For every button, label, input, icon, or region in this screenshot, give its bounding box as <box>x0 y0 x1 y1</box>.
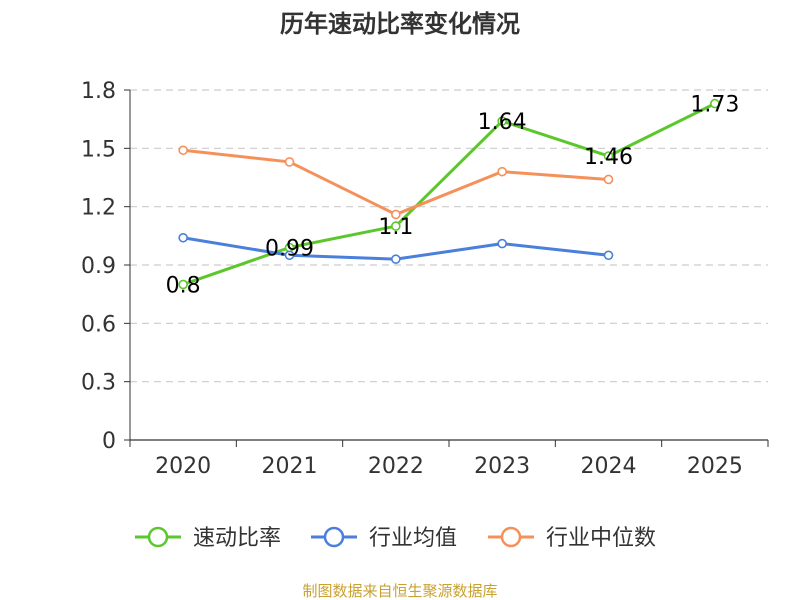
data-label: 1.1 <box>378 215 413 240</box>
series <box>178 98 720 290</box>
x-tick-label: 2021 <box>262 454 318 479</box>
data-point[interactable] <box>284 157 295 167</box>
grid <box>130 89 768 383</box>
data-point[interactable] <box>710 98 720 109</box>
y-tick-label: 1.2 <box>81 196 116 221</box>
data-point[interactable] <box>391 221 401 231</box>
data-point[interactable] <box>178 279 188 290</box>
data-point[interactable] <box>391 209 401 220</box>
data-point[interactable] <box>284 250 295 261</box>
x-tick-label: 2025 <box>687 454 743 479</box>
y-tick-label: 0.3 <box>81 371 116 396</box>
data-point[interactable] <box>603 151 614 161</box>
legend-marker[interactable] <box>147 526 169 548</box>
x-tick-label: 2023 <box>474 454 530 479</box>
data-labels: 0.8 0.99 1.1 1.64 1.46 1.73 <box>166 93 740 299</box>
axes: 0 0.3 0.6 0.9 1.2 1.5 1.8 2020 2021 2022 2023 2024 2… <box>81 79 769 479</box>
y-tick-label: 0.6 <box>81 312 116 337</box>
legend: 速动比率 行业均值 行业中位数 <box>135 526 656 551</box>
series-line-2 <box>183 148 609 216</box>
legend-marker[interactable] <box>500 526 522 548</box>
y-tick-label: 0.9 <box>81 254 116 279</box>
y-tick-label: 1.5 <box>81 137 116 162</box>
data-point[interactable] <box>497 166 507 177</box>
data-label: 1.64 <box>478 110 527 135</box>
data-label: 1.73 <box>690 93 739 118</box>
legend-label[interactable]: 行业均值 <box>369 526 457 551</box>
data-point[interactable] <box>497 238 507 249</box>
source-note: 制图数据来自恒生聚源数据库 <box>302 582 497 600</box>
chart-title: 历年速动比率变化情况 <box>280 10 520 38</box>
data-point[interactable] <box>497 116 507 126</box>
data-point[interactable] <box>178 145 188 156</box>
data-label: 0.8 <box>166 273 201 298</box>
data-point[interactable] <box>603 250 614 261</box>
data-label: 1.46 <box>584 145 633 170</box>
y-tick-label: 1.8 <box>81 79 116 104</box>
x-tick-label: 2022 <box>368 454 424 479</box>
data-point[interactable] <box>391 254 401 264</box>
data-point[interactable] <box>603 174 614 185</box>
x-tick-label: 2020 <box>155 454 211 479</box>
legend-marker[interactable] <box>323 526 345 548</box>
data-point[interactable] <box>178 232 188 243</box>
legend-label[interactable]: 行业中位数 <box>546 526 656 551</box>
y-tick-label: 0 <box>102 429 116 454</box>
data-label: 0.99 <box>265 237 314 262</box>
legend-label[interactable]: 速动比率 <box>193 526 281 551</box>
x-tick-label: 2024 <box>581 454 637 479</box>
